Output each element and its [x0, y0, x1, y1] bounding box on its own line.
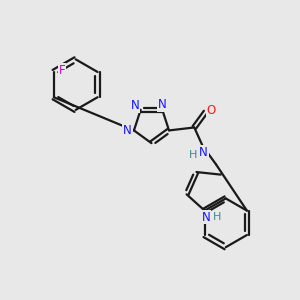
Text: N: N: [131, 99, 140, 112]
Text: N: N: [123, 124, 132, 137]
Text: N: N: [202, 211, 211, 224]
Text: H: H: [213, 212, 221, 222]
Text: N: N: [158, 98, 167, 111]
Text: O: O: [206, 104, 215, 117]
Text: H: H: [189, 150, 197, 161]
Text: F: F: [59, 64, 65, 77]
Text: N: N: [199, 146, 208, 159]
